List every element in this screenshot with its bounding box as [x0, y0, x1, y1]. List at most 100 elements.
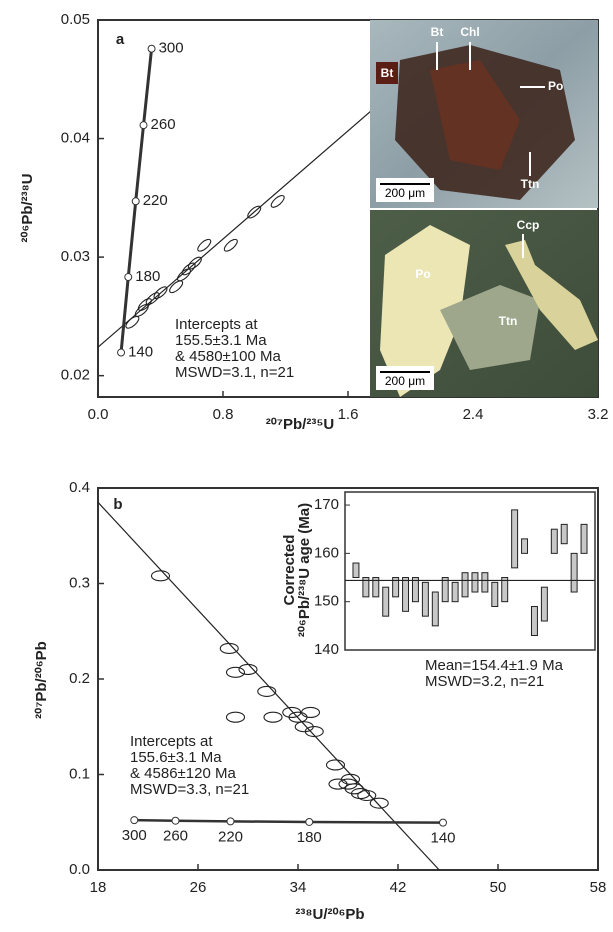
data-ellipse	[137, 298, 152, 311]
x-tick-label: 34	[290, 879, 307, 896]
scale-box	[376, 366, 434, 390]
data-ellipse	[238, 663, 258, 676]
x-tick-label: 0.8	[213, 406, 234, 423]
age-bar	[530, 606, 538, 637]
age-bar	[521, 538, 529, 554]
age-bar	[511, 509, 519, 569]
age-label: 140	[430, 830, 455, 847]
photo-label: Ttn	[499, 314, 518, 328]
x-tick-label: 58	[590, 879, 607, 896]
data-ellipse	[357, 789, 377, 802]
data-ellipse	[134, 304, 149, 317]
age-bar	[550, 528, 558, 554]
data-ellipse	[300, 706, 321, 718]
x-tick-label: 1.6	[338, 406, 359, 423]
y-tick-label: 150	[314, 593, 339, 610]
age-bar	[491, 581, 499, 608]
age-bar	[431, 591, 439, 627]
concordia-curve	[134, 818, 444, 824]
y-tick-label: 0.1	[69, 765, 90, 782]
y-tick-label: 0.4	[69, 479, 90, 496]
data-ellipse	[181, 262, 196, 276]
x-tick-label: 26	[190, 879, 207, 896]
data-ellipse	[369, 797, 389, 809]
photo-label: Ttn	[521, 177, 540, 191]
y-axis-label: ²⁰⁷Pb/²⁰⁶Pb	[33, 641, 50, 719]
age-bar	[481, 572, 489, 593]
concordia-point	[124, 273, 133, 282]
label-box	[376, 62, 398, 84]
age-bar	[461, 572, 469, 598]
data-ellipse	[145, 292, 160, 306]
data-ellipse	[247, 205, 262, 219]
concordia-point	[147, 44, 156, 53]
age-label: 220	[218, 828, 243, 845]
age-bar	[570, 552, 578, 593]
photo-label: Ccp	[517, 218, 540, 232]
panel-letter: b	[113, 496, 122, 513]
scale-label: 200 μm	[385, 374, 425, 388]
y-tick-label: 0.3	[69, 574, 90, 591]
data-ellipse	[219, 642, 239, 654]
data-ellipse	[187, 256, 202, 270]
age-bar	[560, 523, 568, 545]
photo-label: Bt	[381, 66, 394, 80]
concordia-point	[305, 817, 314, 826]
annotation: 155.5±3.1 Ma	[175, 332, 267, 349]
y-tick-label: 160	[314, 544, 339, 561]
data-ellipse	[197, 238, 212, 252]
age-label: 300	[122, 827, 147, 844]
y-tick-label: 0.05	[61, 11, 90, 28]
mineral-grain	[380, 225, 470, 397]
concordia-point	[130, 816, 139, 825]
data-ellipse	[263, 711, 283, 723]
age-bar	[441, 577, 449, 603]
age-label: 140	[128, 344, 153, 361]
photos: Bt Bt Chl Po Ttn 200 μm Ccp Po Ttn 200 μ…	[370, 20, 598, 397]
age-label: 300	[159, 40, 184, 57]
concordia-point	[439, 818, 447, 827]
photo-label: Chl	[460, 25, 479, 39]
concordia-point	[131, 197, 140, 206]
data-ellipse	[225, 711, 246, 723]
mineral-grain	[505, 240, 598, 350]
age-bar	[411, 577, 419, 603]
arrow	[436, 42, 545, 176]
age-bar	[392, 577, 400, 598]
annotation: Intercepts at	[175, 316, 258, 333]
scale-box	[376, 178, 434, 202]
photo-label: Po	[415, 267, 430, 281]
age-label: 220	[143, 192, 168, 209]
age-label: 180	[135, 268, 160, 285]
x-tick-label: 0.0	[88, 406, 109, 423]
mineral-grain	[440, 285, 540, 370]
y-tick-label: 0.2	[69, 670, 90, 687]
y-tick-label: 140	[314, 641, 339, 658]
photo-label: Po	[548, 79, 563, 93]
y-axis-label: ²⁰⁶Pb/²³⁸U	[19, 173, 36, 242]
age-bar	[372, 577, 380, 598]
age-label: 260	[163, 828, 188, 845]
x-axis-label: ²⁰⁷Pb/²³⁵U	[266, 416, 334, 433]
age-bar	[451, 581, 459, 603]
annotation: Mean=154.4±1.9 Ma	[425, 657, 564, 674]
concordia-point	[171, 816, 180, 825]
age-bar	[352, 562, 360, 579]
data-ellipse	[223, 238, 238, 252]
age-label: 260	[151, 116, 176, 133]
inset-frame	[344, 491, 596, 651]
x-tick-label: 18	[90, 879, 107, 896]
x-axis-label: ²³⁸U/²⁰⁶Pb	[295, 906, 364, 923]
y-tick-label: 0.03	[61, 248, 90, 265]
data-ellipse	[176, 268, 191, 282]
age-bar	[402, 577, 410, 612]
y-tick-label: 170	[314, 496, 339, 513]
data-ellipse	[169, 280, 184, 294]
age-bar	[421, 581, 429, 617]
age-bar	[362, 577, 370, 598]
age-bar	[471, 572, 479, 593]
concordia-point	[139, 121, 148, 130]
data-ellipse	[125, 315, 140, 329]
